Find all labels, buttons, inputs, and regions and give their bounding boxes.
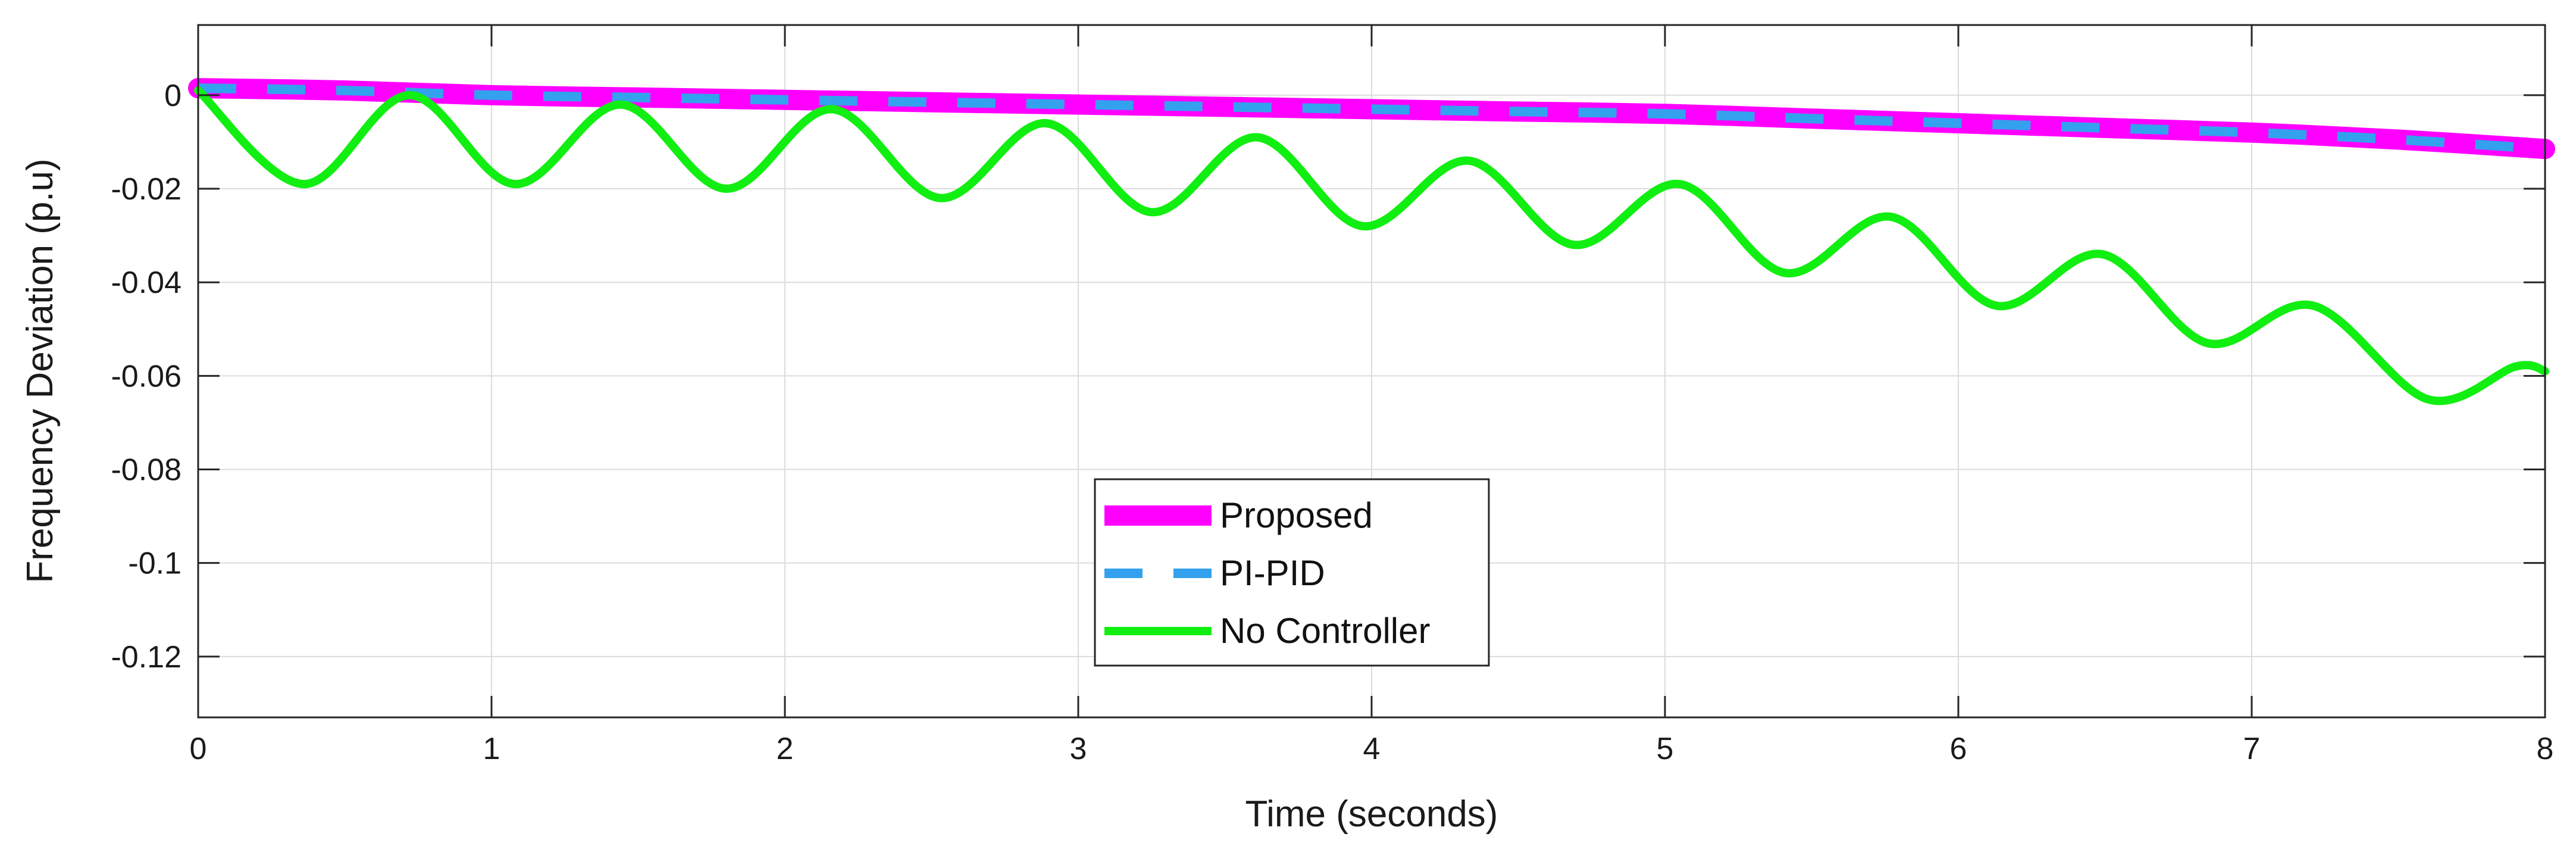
y-tick-label: -0.1	[128, 547, 181, 581]
y-tick-label: -0.12	[111, 640, 181, 675]
y-tick-label: -0.02	[111, 172, 181, 207]
x-tick-label: 4	[1363, 732, 1381, 766]
x-tick-label: 6	[1950, 732, 1967, 766]
grid	[198, 25, 2546, 717]
legend-label-no-controller: No Controller	[1220, 611, 1430, 651]
x-axis-label: Time (seconds)	[1245, 794, 1498, 835]
x-tick-label: 8	[2537, 732, 2554, 766]
x-tick-label: 5	[1657, 732, 1674, 766]
legend-label-pi-pid: PI-PID	[1220, 553, 1325, 593]
x-tick-label: 2	[777, 732, 794, 766]
legend-label-proposed: Proposed	[1220, 495, 1373, 535]
series-layer	[188, 78, 2555, 405]
x-tick-label: 7	[2243, 732, 2261, 766]
y-tick-labels: 0 -0.02 -0.04 -0.06 -0.08 -0.1 -0.12	[111, 79, 181, 675]
y-tick-label: 0	[164, 79, 181, 113]
y-tick-label: -0.08	[111, 453, 181, 488]
y-axis-label: Frequency Deviation (p.u)	[20, 158, 61, 583]
tick-marks	[197, 25, 2546, 717]
x-tick-label: 0	[190, 732, 207, 766]
x-tick-label: 1	[483, 732, 500, 766]
y-tick-label: -0.04	[111, 266, 181, 300]
series-line-no-controller	[194, 86, 2549, 405]
legend: Proposed PI-PID No Controller	[1094, 478, 1490, 667]
y-tick-label: -0.06	[111, 359, 181, 394]
series-line-pi-pid	[198, 83, 2546, 154]
x-tick-labels: 0 1 2 3 4 5 6 7 8	[190, 732, 2554, 766]
x-tick-label: 3	[1070, 732, 1087, 766]
